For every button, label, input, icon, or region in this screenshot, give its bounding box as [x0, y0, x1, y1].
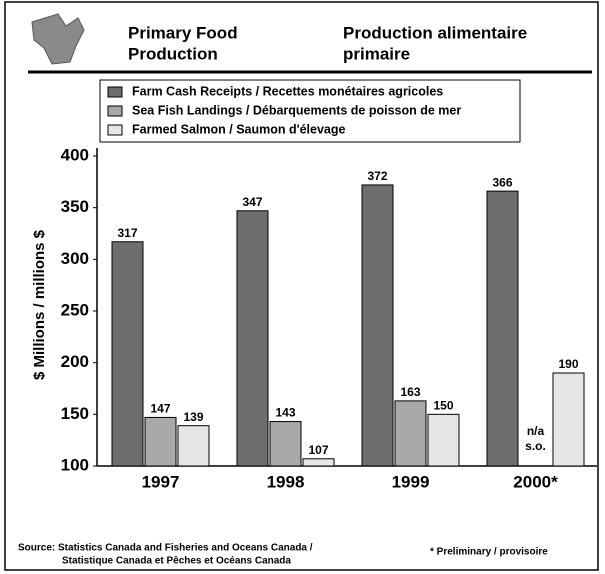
bar — [361, 184, 394, 467]
value-label: 150 — [433, 399, 453, 413]
y-tick-label: 200 — [61, 352, 89, 371]
chart-title: Primary Food — [128, 23, 238, 42]
bar — [269, 421, 302, 467]
legend-swatch — [107, 105, 123, 117]
legend-label: Farmed Salmon / Saumon d'élevage — [132, 122, 346, 136]
bar — [394, 400, 427, 467]
y-tick-label: 150 — [61, 404, 89, 423]
footnote: * Preliminary / provisoire — [430, 547, 548, 558]
source: Source: Statistics Canada and Fisheries … — [18, 543, 313, 554]
value-label: 107 — [308, 443, 328, 457]
y-tick-label: 400 — [61, 145, 89, 164]
legend-swatch — [107, 86, 123, 98]
x-tick-label: 1999 — [392, 472, 430, 491]
bar — [144, 416, 177, 467]
chart-subtitle: primaire — [343, 44, 410, 63]
source: Statistique Canada et Pêches et Océans C… — [62, 556, 291, 567]
legend-box — [99, 79, 521, 143]
bar — [236, 210, 269, 467]
x-tick-label: 1998 — [267, 472, 305, 491]
value-label: 317 — [117, 226, 137, 240]
value-label: 143 — [275, 406, 295, 420]
y-tick-label: 300 — [61, 249, 89, 268]
y-tick-label: 350 — [61, 197, 89, 216]
value-label: 347 — [242, 195, 262, 209]
bar — [111, 241, 144, 467]
bar — [552, 372, 585, 467]
y-tick-label: 250 — [61, 300, 89, 319]
missing-label: s.o. — [525, 439, 546, 453]
missing-label: n/a — [527, 424, 545, 438]
value-label: 139 — [183, 410, 203, 424]
x-tick-label: 1997 — [142, 472, 180, 491]
x-tick-label: 2000* — [513, 472, 558, 491]
y-axis-label: $ Millions / millions $ — [31, 229, 48, 380]
value-label: 372 — [367, 169, 387, 183]
value-label: 147 — [150, 402, 170, 416]
chart-title: Production — [128, 44, 218, 63]
frame — [4, 1, 599, 571]
bar — [427, 413, 460, 467]
value-label: 366 — [492, 175, 512, 189]
legend-label: Farm Cash Receipts / Recettes monétaires… — [132, 84, 443, 98]
value-label: 163 — [400, 385, 420, 399]
legend-label: Sea Fish Landings / Débarquements de poi… — [132, 103, 461, 117]
bar — [486, 190, 519, 467]
value-label: 190 — [558, 357, 578, 371]
y-tick-label: 100 — [61, 455, 89, 474]
bar — [177, 425, 210, 467]
legend-swatch — [107, 124, 123, 136]
bar — [302, 458, 335, 467]
chart-subtitle: Production alimentaire — [343, 23, 527, 42]
map-icon — [31, 13, 85, 65]
